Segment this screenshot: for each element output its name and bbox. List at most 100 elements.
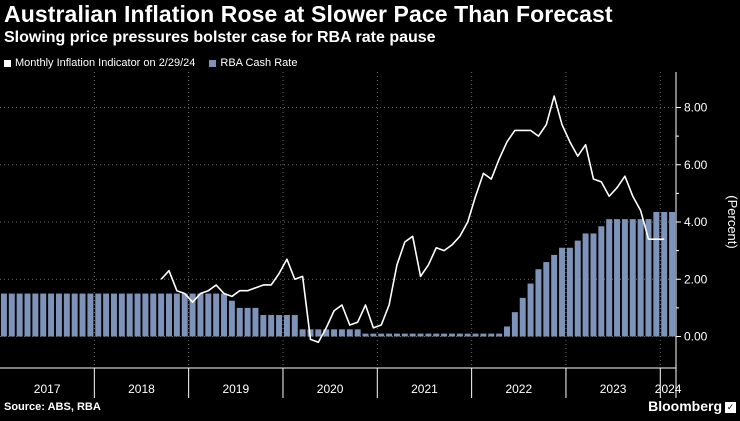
cash-rate-bar [63, 293, 70, 337]
y-axis-title: (Percent) [725, 195, 740, 248]
cash-rate-bar [213, 293, 220, 337]
cash-rate-bar [87, 293, 94, 337]
cash-rate-bar [142, 293, 149, 337]
cash-rate-bar [543, 262, 550, 337]
cash-rate-bar [283, 315, 290, 337]
cash-rate-bar [637, 219, 644, 337]
cash-rate-bar [40, 293, 47, 337]
cash-rate-bar [8, 293, 15, 337]
cash-rate-bar [173, 293, 180, 337]
cash-rate-bar [448, 333, 455, 337]
cash-rate-bar [519, 297, 526, 337]
cash-rate-bar [95, 293, 102, 337]
cash-rate-bar [425, 333, 432, 337]
cash-rate-bar [574, 240, 581, 337]
x-year-label: 2024 [655, 382, 682, 396]
chart-title: Australian Inflation Rose at Slower Pace… [4, 1, 613, 27]
cash-rate-bar [472, 333, 479, 337]
cash-rate-bar [71, 293, 78, 337]
cash-rate-bar [629, 219, 636, 337]
cash-rate-bar [409, 333, 416, 337]
cash-rate-bar [417, 333, 424, 337]
legend-label-inflation: Monthly Inflation Indicator on 2/29/24 [15, 57, 196, 69]
legend-label-cash-rate: RBA Cash Rate [220, 57, 298, 69]
cash-rate-bar [504, 326, 510, 337]
cash-rate-bar [205, 293, 212, 337]
cash-rate-bar [653, 211, 660, 337]
cash-rate-bar [370, 333, 377, 337]
cash-rate-bar [566, 247, 573, 337]
cash-rate-bar [645, 219, 652, 337]
cash-rate-bar [79, 293, 86, 337]
cash-rate-bar [464, 333, 471, 337]
x-year-label: 2017 [34, 382, 61, 396]
cash-rate-bar [118, 293, 125, 337]
cash-rate-bar [480, 333, 487, 337]
cash-rate-bar [110, 293, 117, 337]
y-tick-label: 2.00 [684, 272, 708, 286]
cash-rate-bar [362, 333, 369, 337]
cash-rate-bar [393, 333, 400, 337]
cash-rate-bar [221, 293, 228, 337]
cash-rate-bar [441, 333, 448, 337]
cash-rate-bar [614, 219, 621, 337]
cash-rate-bar [606, 219, 613, 337]
x-year-label: 2018 [128, 382, 155, 396]
cash-rate-bar [535, 269, 542, 337]
cash-rate-bar [166, 293, 172, 337]
cash-rate-bar [386, 333, 393, 337]
cash-rate-bar [323, 329, 330, 337]
cash-rate-bar [621, 219, 628, 337]
chart-legend: Monthly Inflation Indicator on 2/29/24 R… [4, 56, 311, 70]
cash-rate-bar [378, 333, 385, 337]
cash-rate-bar [181, 293, 188, 337]
source-note: Source: ABS, RBA [4, 401, 101, 413]
cash-rate-bar [103, 293, 110, 337]
cash-rate-bar [48, 293, 55, 337]
cash-rate-bar [338, 329, 345, 337]
legend-swatch-line [4, 59, 11, 67]
cash-rate-bar [669, 211, 676, 337]
cash-rate-bar [433, 333, 440, 337]
cash-rate-bar [661, 211, 668, 337]
cash-rate-bar [559, 247, 566, 337]
cash-rate-bar [32, 293, 39, 337]
cash-rate-bar [268, 315, 275, 337]
inflation-line [160, 95, 665, 344]
cash-rate-bar [276, 315, 283, 337]
chart-subtitle: Slowing price pressures bolster case for… [4, 29, 436, 46]
cash-rate-bar [456, 333, 463, 337]
x-year-label: 2020 [317, 382, 344, 396]
cash-rate-bar [527, 283, 534, 337]
cash-rate-bar [488, 333, 495, 337]
cash-rate-bar [55, 293, 62, 337]
cash-rate-bar [236, 307, 243, 337]
cash-rate-bar [354, 329, 361, 337]
legend-swatch-bar [209, 59, 217, 67]
legend-item-inflation: Monthly Inflation Indicator on 2/29/24 [4, 57, 195, 69]
x-year-label: 2019 [222, 382, 249, 396]
y-tick-label: 0.00 [684, 330, 708, 344]
y-tick-label: 8.00 [684, 101, 708, 115]
cash-rate-bar [496, 333, 503, 337]
cash-rate-bar [134, 293, 141, 337]
brand-logo-text: Bloomberg [648, 398, 722, 414]
cash-rate-bar [126, 293, 133, 337]
cash-rate-bar [590, 233, 597, 337]
y-tick-label: 6.00 [684, 158, 708, 172]
x-year-label: 2022 [505, 382, 532, 396]
cash-rate-bar [252, 307, 259, 337]
cash-rate-bar [158, 293, 165, 337]
cash-rate-bar [189, 293, 196, 337]
cash-rate-bar [551, 254, 558, 337]
cash-rate-bar [260, 315, 267, 337]
cash-rate-bar [315, 329, 322, 337]
cash-rate-bar [0, 293, 7, 337]
cash-rate-bar [16, 293, 23, 337]
cash-rate-bar [346, 329, 353, 337]
y-tick-label: 4.00 [684, 215, 708, 229]
brand-mark-icon: ✓ [725, 402, 736, 413]
cash-rate-bar [228, 300, 235, 337]
